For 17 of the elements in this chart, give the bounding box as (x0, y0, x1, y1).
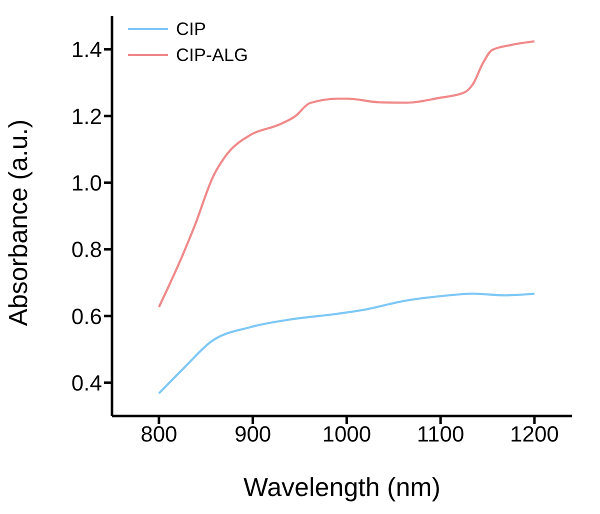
line-series (158, 292, 536, 394)
x-tick-label: 1200 (510, 422, 559, 447)
x-tick-label: 800 (140, 422, 178, 447)
y-tick-label: 0.8 (71, 237, 102, 262)
line-series (158, 40, 536, 308)
legend-label: CIP (176, 18, 206, 40)
y-axis-title: Absorbance (a.u.) (3, 119, 34, 326)
y-tick-label: 1.2 (71, 104, 102, 129)
y-tick-label: 0.4 (71, 370, 102, 396)
y-tick-label: 0.6 (71, 304, 102, 329)
y-tick-label: 1.0 (71, 170, 102, 196)
x-tick-label: 1100 (416, 422, 464, 447)
x-axis-title: Wavelength (nm) (244, 472, 440, 502)
y-tick-label: 1.4 (71, 37, 102, 62)
x-tick-label: 1000 (322, 422, 372, 447)
x-tick-label: 900 (234, 422, 272, 447)
legend-label: CIP-ALG (176, 44, 248, 66)
